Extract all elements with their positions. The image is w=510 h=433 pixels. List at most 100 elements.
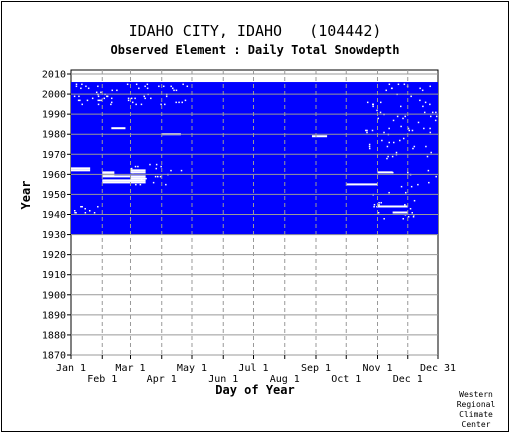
missing-day bbox=[86, 99, 89, 102]
y-tick-label: 2000 bbox=[42, 90, 66, 101]
missing-day bbox=[178, 101, 180, 104]
credit-line: Western bbox=[459, 390, 493, 399]
missing-run bbox=[102, 181, 146, 184]
missing-day bbox=[404, 115, 406, 118]
missing-day bbox=[435, 111, 437, 114]
missing-day bbox=[85, 85, 87, 88]
missing-day bbox=[407, 216, 410, 218]
missing-day bbox=[408, 129, 411, 132]
missing-run bbox=[102, 179, 146, 182]
chart-subtitle: Observed Element : Daily Total Snowdepth bbox=[110, 43, 400, 57]
missing-day bbox=[182, 83, 184, 86]
missing-day bbox=[424, 101, 427, 104]
missing-day bbox=[80, 205, 82, 208]
y-tick-label: 1910 bbox=[42, 270, 66, 281]
missing-day bbox=[145, 177, 147, 180]
missing-day bbox=[372, 105, 374, 108]
x-tick-label: Jan 1 bbox=[56, 363, 86, 374]
missing-day bbox=[95, 91, 98, 94]
missing-day bbox=[413, 199, 416, 202]
x-tick-label: Oct 1 bbox=[331, 374, 361, 385]
missing-day bbox=[429, 103, 431, 106]
missing-day bbox=[186, 85, 189, 88]
missing-day bbox=[73, 95, 76, 98]
data-block bbox=[71, 82, 438, 235]
missing-day bbox=[130, 167, 133, 170]
x-axis-label: Day of Year bbox=[215, 383, 295, 397]
missing-day bbox=[162, 85, 165, 88]
missing-day bbox=[171, 87, 174, 90]
missing-day bbox=[130, 97, 133, 100]
y-tick-label: 1930 bbox=[42, 230, 66, 241]
missing-day bbox=[106, 95, 108, 98]
missing-day bbox=[87, 87, 90, 90]
missing-day bbox=[155, 163, 158, 166]
missing-day bbox=[135, 183, 137, 186]
missing-day bbox=[80, 87, 82, 90]
missing-day bbox=[392, 119, 395, 122]
missing-day bbox=[135, 83, 138, 86]
x-tick-label: Jun 1 bbox=[208, 374, 238, 385]
missing-day bbox=[410, 95, 412, 98]
missing-day bbox=[97, 85, 99, 88]
missing-day bbox=[421, 89, 424, 92]
x-tick-label: Mar 1 bbox=[115, 363, 145, 374]
missing-day bbox=[388, 127, 390, 130]
y-tick-label: 1950 bbox=[42, 190, 66, 201]
missing-day bbox=[402, 212, 405, 214]
missing-day bbox=[366, 101, 369, 104]
missing-day bbox=[134, 97, 136, 100]
y-tick-label: 1940 bbox=[42, 210, 66, 221]
missing-day bbox=[388, 83, 391, 86]
missing-day bbox=[110, 103, 112, 106]
missing-day bbox=[419, 99, 421, 102]
missing-day bbox=[385, 89, 387, 92]
missing-day bbox=[165, 183, 167, 186]
missing-day bbox=[103, 97, 106, 100]
missing-day bbox=[427, 169, 430, 172]
missing-day bbox=[134, 165, 137, 168]
missing-day bbox=[152, 181, 155, 184]
missing-day bbox=[392, 171, 394, 174]
missing-day bbox=[386, 145, 389, 148]
missing-day bbox=[405, 191, 407, 194]
y-tick-label: 1900 bbox=[42, 290, 66, 301]
missing-day bbox=[97, 103, 100, 106]
missing-day bbox=[100, 99, 103, 102]
missing-day bbox=[407, 127, 410, 130]
missing-day bbox=[391, 155, 394, 158]
x-tick-label: Dec 1 bbox=[393, 374, 423, 385]
missing-day bbox=[156, 175, 159, 178]
missing-day bbox=[429, 85, 431, 88]
missing-day bbox=[110, 97, 113, 100]
credit-line: Center bbox=[461, 420, 491, 429]
missing-day bbox=[116, 89, 118, 92]
missing-day bbox=[181, 101, 183, 104]
missing-day bbox=[396, 115, 399, 118]
missing-day bbox=[75, 83, 78, 86]
missing-day bbox=[79, 99, 81, 102]
missing-day bbox=[154, 175, 157, 178]
missing-day bbox=[381, 139, 383, 142]
missing-day bbox=[376, 205, 378, 208]
missing-day bbox=[376, 109, 378, 112]
missing-day bbox=[138, 87, 140, 90]
missing-day bbox=[81, 103, 83, 106]
missing-day bbox=[377, 117, 380, 120]
missing-day bbox=[170, 85, 172, 88]
missing-day bbox=[77, 99, 80, 102]
missing-day bbox=[73, 209, 76, 212]
missing-day bbox=[395, 151, 398, 154]
y-tick-label: 1920 bbox=[42, 250, 66, 261]
missing-day bbox=[110, 101, 113, 104]
missing-day bbox=[413, 145, 416, 148]
missing-day bbox=[164, 103, 166, 106]
missing-day bbox=[399, 139, 401, 142]
missing-day bbox=[412, 147, 414, 150]
missing-day bbox=[429, 115, 432, 118]
missing-day bbox=[430, 151, 432, 154]
missing-day bbox=[160, 165, 162, 168]
missing-run bbox=[377, 205, 408, 208]
missing-day bbox=[127, 97, 130, 100]
